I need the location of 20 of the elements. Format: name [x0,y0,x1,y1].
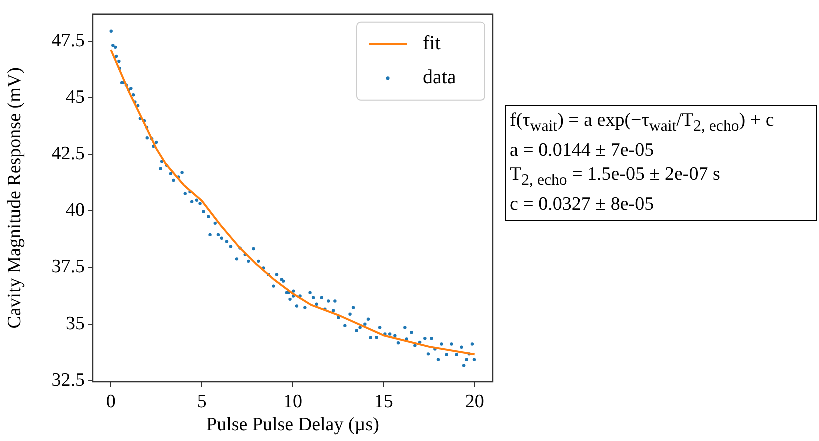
x-tick-label: 20 [465,391,484,412]
text: f(τ$_{wait}$) = a exp(−τ$_{wait}$/T$_{2, echo}$) + c [510,109,776,137]
y-tick-label: 35 [66,313,85,334]
y-tick-label: 47.5 [52,30,85,52]
y-tick-label: 45 [66,87,85,108]
legend-label: fit [423,32,442,55]
x-tick-label: 15 [374,391,394,412]
y-tick-label: 37.5 [52,256,85,278]
y-tick-label: 40 [66,200,85,222]
y-tick-label: 42.5 [52,144,85,165]
y-axis-title: Cavity Magnitude Response (mV) [4,68,26,329]
x-axis-title: Pulse Pulse Delay (µs) [206,414,380,436]
legend-label: data [423,66,456,89]
text: T$_{2, echo}$ = 1.5e-05 ± 2e-07 s [510,162,722,191]
x-tick-label: 5 [197,391,207,412]
x-tick-label: 0 [106,391,116,412]
text: c = 0.0327 ± 8e-05 [510,192,656,217]
text: a = 0.0144 ± 7e-05 [510,138,656,163]
x-tick-label: 10 [284,391,302,412]
y-tick-label: 32.5 [52,370,85,391]
